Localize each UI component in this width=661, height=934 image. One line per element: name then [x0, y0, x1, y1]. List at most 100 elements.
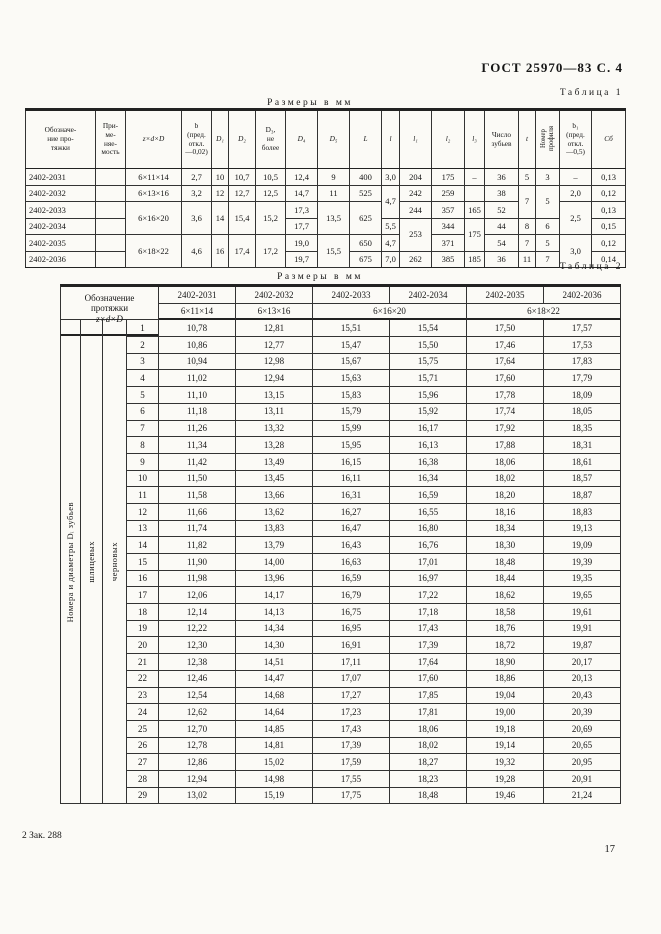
cell-zdd: 6×16×20	[125, 201, 182, 235]
gost-standard-header: ГОСТ 25970—83 С. 4	[481, 60, 623, 75]
t1-col-l2: l₂	[431, 109, 465, 169]
t2-zdd-value: 6×16×20	[313, 303, 467, 321]
t2-cell-diameter: 17,27	[313, 687, 390, 705]
cell-code: 2402-2035	[25, 234, 96, 252]
t1-col-code: Обозначе- ние про- тяжки	[25, 109, 96, 169]
t2-cell-tooth-number: 22	[127, 670, 159, 688]
t1-col-l3: l₃	[464, 109, 485, 169]
t2-cell-diameter: 18,87	[544, 487, 621, 504]
cell-d5: 11	[317, 184, 350, 202]
t2-cell-diameter: 19,32	[467, 754, 544, 771]
cell-b: 4,6	[181, 234, 212, 268]
cell-d2: 17,4	[228, 234, 256, 268]
cell-profile: 3	[535, 168, 560, 186]
t2-cell-diameter: 21,24	[544, 787, 621, 805]
cell-applicability	[95, 184, 126, 202]
cell-d1: 12	[211, 184, 229, 202]
t1-col-d1: D₁	[211, 109, 229, 169]
table-row: 2402-2035 6×18×22 4,6 16 17,4 17,2 19,0 …	[25, 234, 626, 268]
t2-cell-diameter: 12,30	[159, 637, 236, 655]
t2-cell-diameter: 17,78	[467, 387, 544, 404]
t2-cell-diameter: 17,92	[467, 420, 544, 438]
t2-cell-diameter: 13,32	[236, 420, 313, 438]
cell-d2: 10,7	[228, 168, 256, 186]
t2-cell-diameter: 14,85	[236, 720, 313, 738]
t2-cell-diameter: 18,09	[544, 387, 621, 404]
t2-cell-diameter: 17,07	[313, 670, 390, 688]
cell-L: 650	[349, 234, 382, 252]
t2-cell-diameter: 15,51	[313, 320, 390, 338]
t2-cell-tooth-number: 24	[127, 704, 159, 721]
t2-cell-diameter: 15,75	[390, 353, 467, 371]
t2-col-code: 2402-2036	[544, 287, 621, 304]
table1-dimensions: Обозначе- ние про- тяжки При- ме- няе- м…	[25, 108, 626, 268]
cell-L: 525	[349, 184, 382, 202]
t2-cell-diameter: 16,55	[390, 503, 467, 521]
cell-l1: 244	[399, 201, 432, 219]
t2-cell-diameter: 17,23	[313, 704, 390, 721]
cell-l1: 262	[399, 250, 432, 268]
t2-cell-diameter: 15,50	[390, 337, 467, 354]
t2-cell-diameter: 18,72	[467, 637, 544, 655]
t2-cell-diameter: 14,13	[236, 604, 313, 621]
cell-d4: 14,7	[285, 184, 318, 202]
cell-d3: 15,2	[255, 201, 286, 235]
t2-cell-diameter: 17,79	[544, 370, 621, 388]
t2-cell-diameter: 16,95	[313, 620, 390, 638]
cell-l2: 259	[431, 184, 465, 202]
cell-zdd: 6×11×14	[125, 168, 182, 186]
cell-l3: 175	[464, 217, 485, 252]
t2-cell-diameter: 18,34	[467, 520, 544, 538]
t2-cell-diameter: 19,91	[544, 620, 621, 638]
table-row: 2402-2032 6×13×16 3,2 12 12,7 12,5 14,7 …	[25, 184, 626, 219]
t2-cell-diameter: 13,96	[236, 570, 313, 588]
t2-cell-diameter: 15,99	[313, 420, 390, 438]
t2-cell-diameter: 11,58	[159, 487, 236, 504]
t2-cell-diameter: 17,60	[467, 370, 544, 388]
t2-cell-tooth-number: 28	[127, 770, 159, 788]
t2-cell-diameter: 17,43	[313, 720, 390, 738]
t2-cell-diameter: 12,70	[159, 720, 236, 738]
t2-cell-diameter: 17,59	[313, 754, 390, 771]
t2-cell-diameter: 17,39	[313, 737, 390, 755]
t2-cell-diameter: 20,95	[544, 754, 621, 771]
cell-d4: 19,7	[285, 250, 318, 268]
t2-cell-diameter: 12,94	[236, 370, 313, 388]
t2-cell-diameter: 17,22	[390, 587, 467, 605]
cell-profile: 5	[535, 184, 560, 219]
t2-cell-diameter: 14,30	[236, 637, 313, 655]
t2-cell-diameter: 16,79	[313, 587, 390, 605]
t2-cell-diameter: 11,34	[159, 437, 236, 454]
t2-col-code: 2402-2031	[159, 287, 236, 304]
t2-cell-diameter: 12,94	[159, 770, 236, 788]
t2-cell-diameter: 17,57	[544, 320, 621, 338]
t1-col-d5: D₅	[317, 109, 350, 169]
t2-cell-tooth-number: 1	[127, 320, 159, 338]
cell-d4: 17,3	[285, 201, 318, 219]
cell-d2: 15,4	[228, 201, 256, 235]
t2-cell-diameter: 19,28	[467, 770, 544, 788]
t2-cell-diameter: 18,48	[390, 787, 467, 805]
t2-cell-diameter: 18,02	[390, 737, 467, 755]
cell-l: 4,7	[381, 234, 400, 252]
t2-cell-diameter: 12,06	[159, 587, 236, 605]
t2-col-code: 2402-2032	[236, 287, 313, 304]
t1-col-l: l	[381, 109, 400, 169]
cell-t: 7	[518, 234, 536, 252]
t1-col-zdd: z×d×D	[125, 109, 182, 169]
t2-cell-diameter: 16,17	[390, 420, 467, 438]
t1-col-d2: D₂	[228, 109, 256, 169]
t2-cell-diameter: 16,11	[313, 470, 390, 488]
cell-cb: 0,13	[591, 201, 626, 219]
cell-teeth: 36	[484, 250, 519, 268]
t2-cell-diameter: 17,50	[467, 320, 544, 338]
t2-cell-diameter: 15,19	[236, 787, 313, 805]
t2-cell-diameter: 18,27	[390, 754, 467, 771]
t2-cell-diameter: 18,02	[467, 470, 544, 488]
cell-l3: 185	[464, 250, 485, 268]
t2-cell-diameter: 12,62	[159, 704, 236, 721]
t2-cell-diameter: 17,01	[390, 554, 467, 571]
t2-cell-diameter: 13,45	[236, 470, 313, 488]
t2-cell-diameter: 19,00	[467, 704, 544, 721]
